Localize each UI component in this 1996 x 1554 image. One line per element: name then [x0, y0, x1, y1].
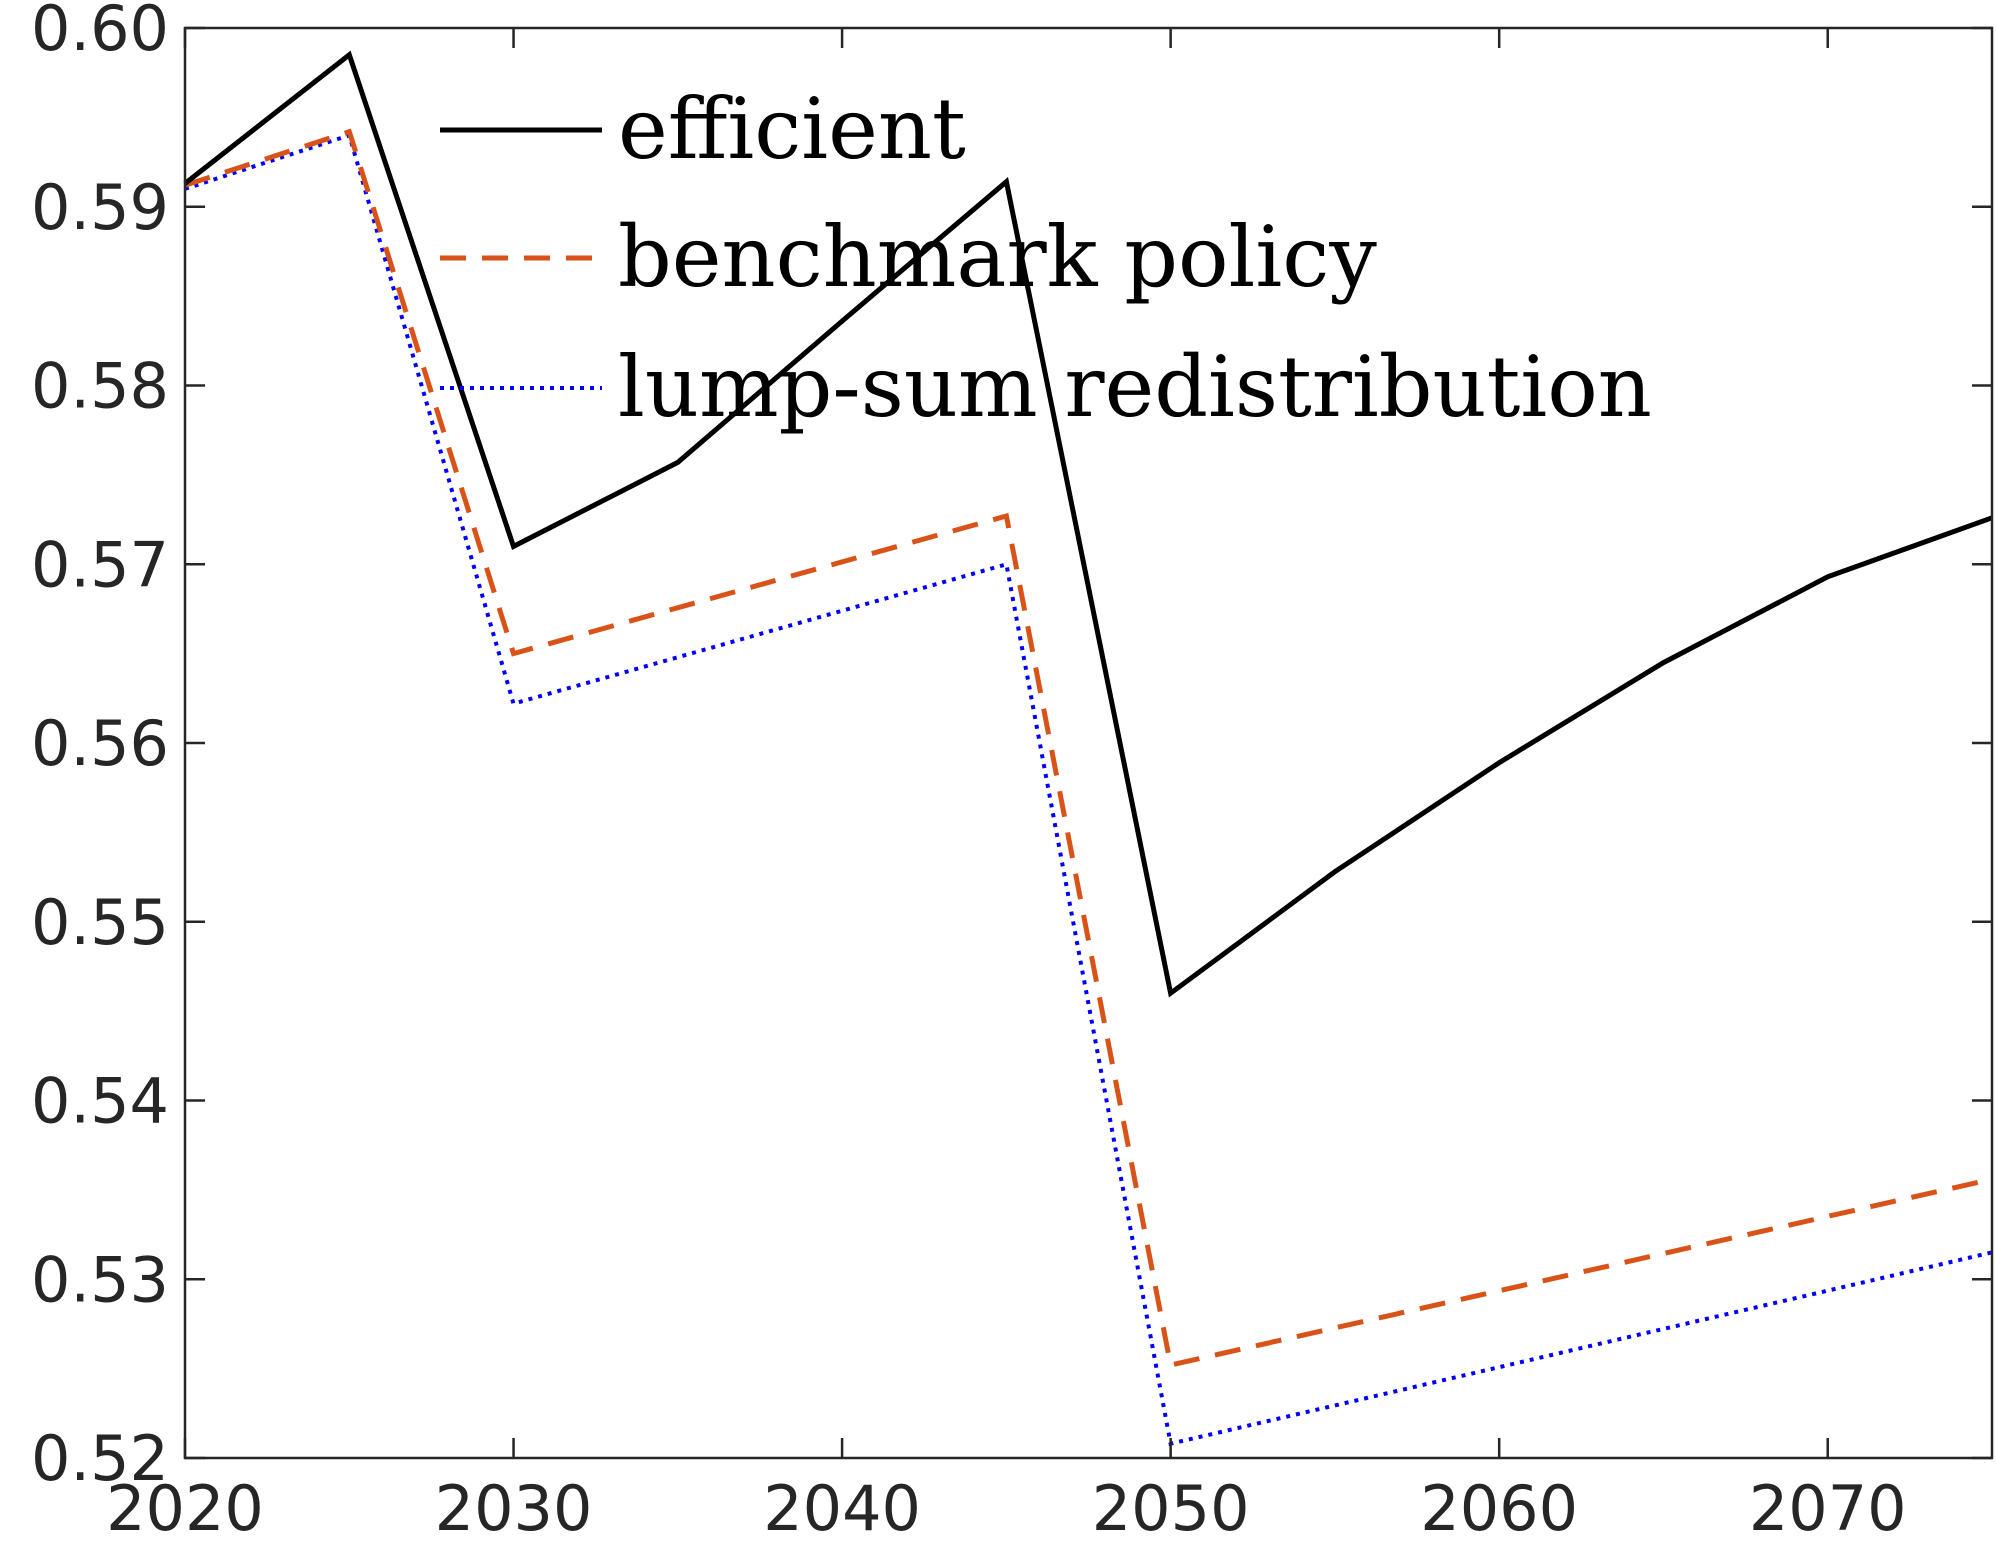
legend-label: lump-sum redistribution [618, 338, 1652, 436]
x-tick-label: 2050 [1092, 1472, 1250, 1545]
legend-label: efficient [618, 80, 966, 178]
y-tick-label: 0.58 [31, 350, 169, 423]
series-line-benchmark-policy [184, 128, 1993, 1369]
x-tick-label: 2020 [106, 1472, 264, 1545]
axes-layer: 2020 2030 2040 2050 2060 2070 0.52 0.53 0.54 0.55… [31, 0, 1994, 1545]
y-tick-label: 0.52 [31, 1422, 169, 1495]
y-tick-label: 0.60 [31, 0, 169, 65]
y-tick-label: 0.57 [31, 528, 169, 601]
x-tick-label: 2060 [1420, 1472, 1578, 1545]
y-tick-label: 0.56 [31, 707, 169, 780]
y-tick-label: 0.54 [31, 1065, 169, 1138]
legend: efficient benchmark policy lump-sum redist… [440, 80, 1652, 436]
x-tick-label: 2030 [435, 1472, 593, 1545]
series-line-lump-sum-redistribution [184, 132, 1993, 1447]
series-layer [183, 50, 1993, 1447]
y-tick-label: 0.59 [31, 171, 169, 244]
legend-label: benchmark policy [618, 208, 1377, 306]
x-tick-label: 2070 [1749, 1472, 1907, 1545]
series-line-efficient [183, 50, 1993, 998]
y-tick-label: 0.55 [31, 886, 169, 959]
y-tick-label: 0.53 [31, 1243, 169, 1316]
x-tick-label: 2040 [763, 1472, 921, 1545]
